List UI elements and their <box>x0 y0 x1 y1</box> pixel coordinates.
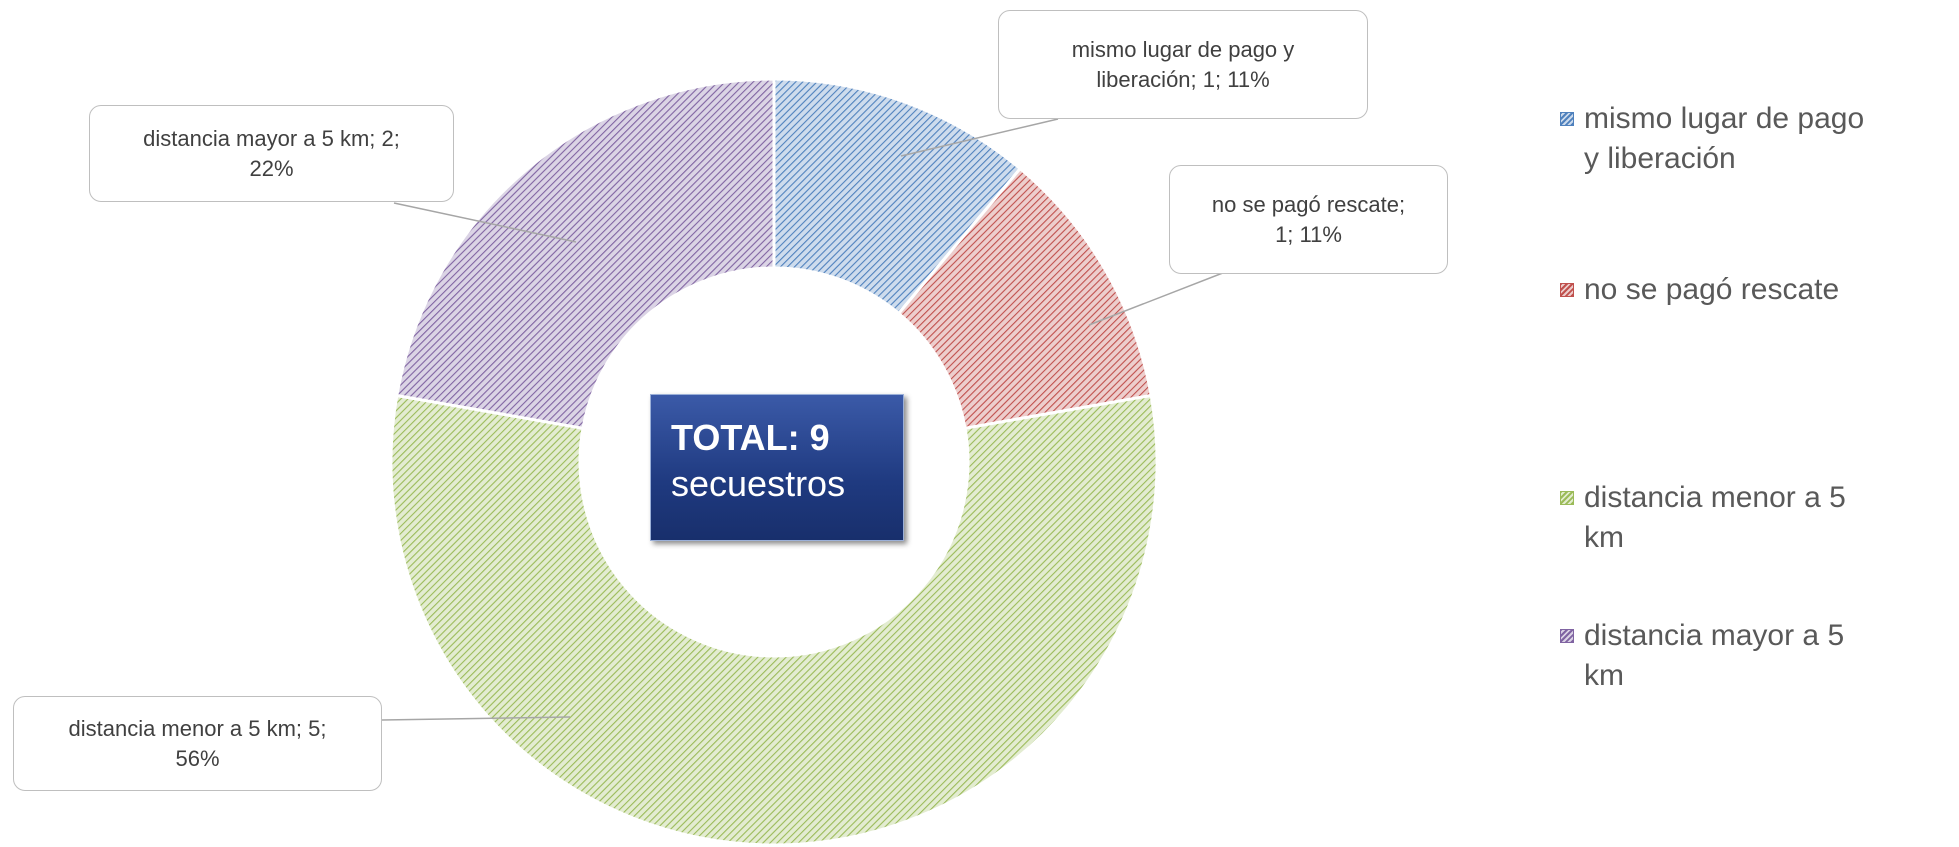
center-title: TOTAL: 9 <box>671 417 830 458</box>
leader-line <box>1088 268 1234 326</box>
center-label: TOTAL: 9 secuestros <box>650 394 904 541</box>
legend-label: mismo lugar de pago y liberación <box>1584 102 1865 175</box>
legend-marker <box>1560 283 1574 297</box>
data-label: distancia menor a 5 km; 5; 56% <box>13 696 382 791</box>
data-label: no se pagó rescate; 1; 11% <box>1169 165 1448 274</box>
legend-marker <box>1560 112 1574 126</box>
leader-line <box>900 118 1059 157</box>
center-subtitle: secuestros <box>671 463 846 504</box>
donut-slice <box>896 166 1153 431</box>
data-label: distancia mayor a 5 km; 2; 22% <box>89 105 454 202</box>
legend-marker <box>1560 491 1574 505</box>
data-label: mismo lugar de pago y liberación; 1; 11% <box>998 10 1368 119</box>
leader-line <box>381 716 571 721</box>
legend-label: distancia menor a 5 km <box>1584 481 1846 554</box>
donut-slice <box>395 77 776 431</box>
legend-marker <box>1560 629 1574 643</box>
donut-slice <box>772 77 1023 316</box>
legend-label: no se pagó rescate <box>1584 273 1840 306</box>
legend-label: distancia mayor a 5 km <box>1584 619 1845 692</box>
donut-slice <box>389 393 1159 847</box>
leader-line <box>393 202 577 243</box>
